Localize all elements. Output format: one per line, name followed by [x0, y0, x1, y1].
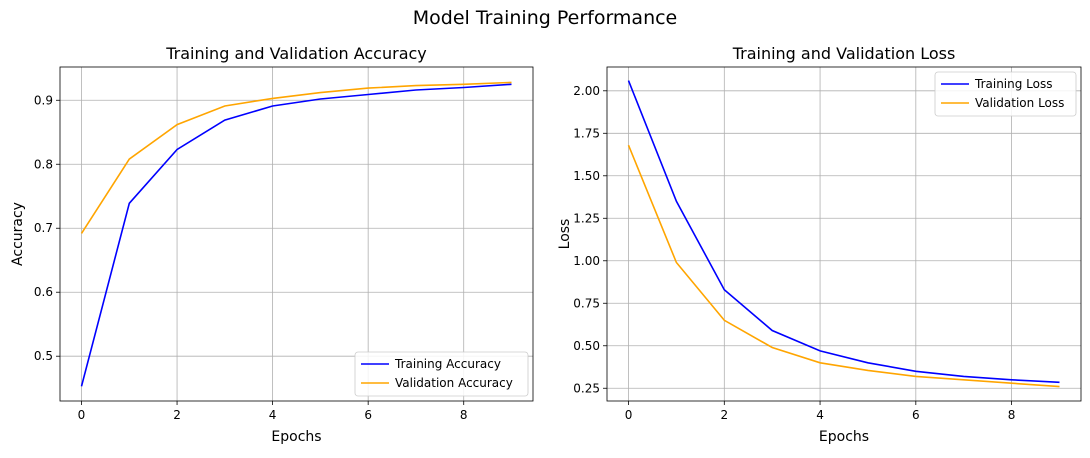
legend-label: Validation Accuracy — [395, 376, 513, 390]
legend-label: Validation Loss — [975, 96, 1064, 110]
legend-box — [354, 351, 529, 397]
chart-title: Training and Validation Accuracy — [165, 44, 427, 63]
legend: Training Loss Validation Loss — [934, 71, 1077, 117]
series-line-training-loss — [627, 80, 1060, 384]
x-tick-label: 6 — [912, 408, 920, 422]
x-tick-label: 0 — [625, 408, 633, 422]
x-tick-label: 4 — [269, 408, 277, 422]
x-axis-label: Epochs — [819, 429, 869, 445]
y-tick-label: 0.75 — [573, 296, 600, 310]
legend-label: Training Loss — [974, 77, 1052, 91]
y-tick-label: 0.6 — [34, 285, 53, 299]
series-line-training-accuracy — [80, 83, 512, 387]
legend-box — [934, 71, 1077, 117]
y-axis-label: Accuracy — [10, 202, 26, 266]
suptitle: Model Training Performance — [413, 7, 678, 29]
legend-label: Training Accuracy — [394, 357, 501, 371]
y-tick-label: 0.9 — [34, 93, 53, 107]
axes-frame — [606, 66, 1082, 402]
x-tick-label: 8 — [460, 408, 468, 422]
y-tick-label: 0.5 — [34, 349, 53, 363]
axes-frame — [59, 66, 534, 402]
y-tick-label: 1.75 — [573, 126, 600, 140]
y-tick-label: 0.8 — [34, 157, 53, 171]
y-tick-label: 1.50 — [573, 169, 600, 183]
y-tick-label: 0.50 — [573, 339, 600, 353]
y-tick-label: 0.7 — [34, 221, 53, 235]
x-tick-label: 2 — [173, 408, 181, 422]
accuracy-chart: 0 2 4 6 8 0.5 0.6 0.7 0.8 0.9 Training and Validat… — [10, 44, 534, 445]
x-axis-label: Epochs — [271, 429, 321, 445]
y-axis-label: Loss — [557, 219, 573, 250]
series-line-validation-accuracy — [80, 81, 512, 234]
loss-chart: 0 2 4 6 8 0.25 0.50 0.75 1.00 1.25 1.50 1.75 2.00 Tra… — [557, 44, 1082, 445]
x-tick-label: 2 — [720, 408, 728, 422]
x-tick-label: 6 — [364, 408, 372, 422]
legend: Training Accuracy Validation Accuracy — [354, 351, 529, 397]
x-tick-label: 4 — [816, 408, 824, 422]
x-tick-label: 0 — [78, 408, 86, 422]
series-line-validation-loss — [627, 144, 1060, 388]
chart-title: Training and Validation Loss — [732, 44, 956, 63]
y-tick-label: 2.00 — [573, 84, 600, 98]
y-tick-label: 1.00 — [573, 254, 600, 268]
y-tick-label: 1.25 — [573, 211, 600, 225]
x-tick-label: 8 — [1008, 408, 1016, 422]
y-tick-label: 0.25 — [573, 381, 600, 395]
